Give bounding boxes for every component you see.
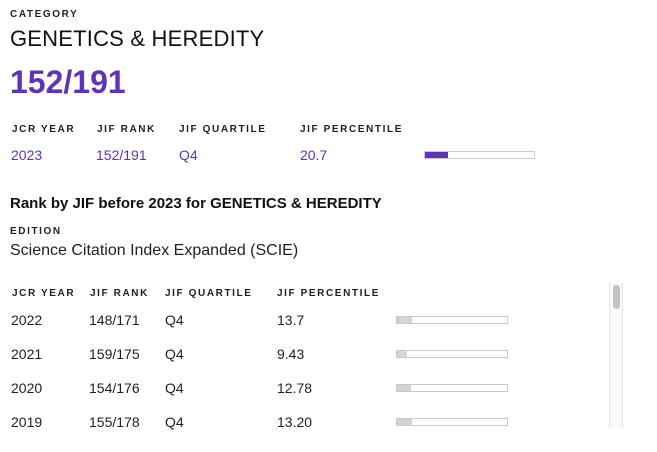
row-percentile-bar-fill — [397, 351, 408, 357]
current-percentile-bar-fill — [425, 152, 448, 158]
row-percentile: 9.43 — [277, 346, 305, 362]
current-percentile-bar — [424, 151, 535, 159]
category-title: GENETICS & HEREDITY — [10, 26, 265, 51]
header-jif-percentile: JIF PERCENTILE — [300, 124, 403, 135]
row-percentile: 12.78 — [277, 380, 313, 396]
header-jif-rank: JIF RANK — [97, 124, 156, 135]
history-scrollbar[interactable] — [609, 283, 623, 428]
edition-value: Science Citation Index Expanded (SCIE) — [10, 242, 299, 259]
row-rank: 154/176 — [89, 380, 140, 396]
row-year: 2019 — [11, 414, 43, 430]
current-percentile: 20.7 — [300, 147, 328, 163]
row-year: 2020 — [11, 380, 43, 396]
row-year: 2021 — [11, 346, 43, 362]
category-eyebrow: CATEGORY — [10, 9, 79, 20]
row-rank: 148/171 — [89, 312, 140, 328]
history-header-jif-percentile: JIF PERCENTILE — [277, 288, 380, 299]
category-rank: 152/191 — [10, 64, 126, 100]
row-percentile: 13.20 — [277, 414, 313, 430]
row-quartile: Q4 — [165, 312, 184, 328]
row-percentile-bar — [396, 418, 508, 426]
row-year: 2022 — [11, 312, 43, 328]
history-header-jcr-year: JCR YEAR — [12, 288, 76, 299]
current-quartile: Q4 — [179, 147, 198, 163]
row-rank: 159/175 — [89, 346, 140, 362]
row-percentile-bar — [396, 350, 508, 358]
edition-label: EDITION — [10, 226, 62, 237]
row-quartile: Q4 — [165, 380, 184, 396]
row-percentile-bar — [396, 316, 508, 324]
row-rank: 155/178 — [89, 414, 140, 430]
row-quartile: Q4 — [165, 346, 184, 362]
history-title: Rank by JIF before 2023 for GENETICS & H… — [10, 195, 382, 212]
history-scrollbar-thumb[interactable] — [613, 285, 620, 309]
row-percentile: 13.7 — [277, 312, 305, 328]
row-percentile-bar — [396, 384, 508, 392]
history-header-jif-rank: JIF RANK — [90, 288, 149, 299]
current-year: 2023 — [11, 147, 43, 163]
header-jif-quartile: JIF QUARTILE — [179, 124, 267, 135]
row-percentile-bar-fill — [397, 385, 412, 391]
history-header-jif-quartile: JIF QUARTILE — [165, 288, 253, 299]
current-rank: 152/191 — [96, 147, 147, 163]
row-quartile: Q4 — [165, 414, 184, 430]
row-percentile-bar-fill — [397, 317, 413, 323]
row-percentile-bar-fill — [397, 419, 412, 425]
header-jcr-year: JCR YEAR — [12, 124, 76, 135]
